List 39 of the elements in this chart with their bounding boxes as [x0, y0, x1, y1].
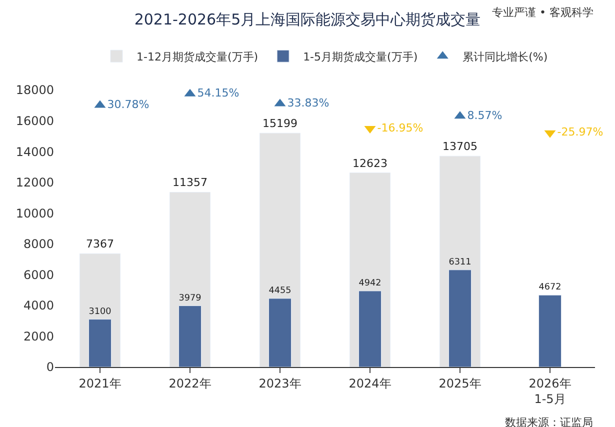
data-label: 54.15% [197, 86, 240, 100]
y-tick-label: 8000 [23, 237, 54, 252]
legend-label: 1-12月期货成交量(万手) [136, 50, 258, 64]
y-tick-label: 6000 [23, 268, 54, 282]
data-label: -25.97% [557, 126, 604, 139]
data-label: 11357 [172, 176, 208, 190]
bar [538, 294, 562, 367]
data-label: 3979 [178, 293, 202, 304]
y-tick-label: 14000 [16, 144, 54, 159]
y-tick-label: 10000 [16, 206, 54, 220]
y-tick-label: 2000 [23, 329, 54, 344]
x-tick-label: 2024年 [348, 376, 392, 390]
data-label: 12623 [352, 156, 388, 170]
data-label: 33.83% [287, 96, 330, 110]
data-label: 4942 [358, 278, 382, 289]
x-tick-label: 2021年 [78, 376, 122, 390]
chart-title: 2021-2026年5月上海国际能源交易中心期货成交量 [134, 10, 481, 28]
data-label: -16.95% [377, 121, 424, 134]
data-label: 4672 [538, 282, 562, 293]
y-tick-label: 4000 [23, 298, 54, 313]
data-label: 6311 [448, 257, 472, 268]
data-label: 15199 [262, 117, 298, 130]
data-label: 30.78% [107, 98, 150, 112]
legend-label: 累计同比增长(%) [462, 50, 548, 64]
y-tick-label: 0 [46, 360, 54, 374]
x-tick-label: 2025年 [438, 376, 482, 390]
x-tick-label: 2023年 [258, 376, 302, 390]
data-label: 8.57% [467, 108, 502, 122]
y-tick-label: 16000 [16, 114, 54, 128]
y-tick-label: 18000 [16, 83, 54, 98]
y-tick-label: 12000 [16, 176, 54, 190]
data-label: 3100 [88, 306, 112, 317]
data-label: 4455 [268, 286, 292, 296]
text: 专业严谨 • 客观科学 [492, 6, 594, 19]
x-tick-label: 2026年 1-5月 [528, 376, 572, 406]
legend-label: 1-5月期货成交量(万手) [303, 50, 418, 64]
data-label: 7367 [86, 238, 114, 251]
x-tick-label: 2022年 [168, 376, 212, 390]
data-label: 13705 [442, 140, 478, 154]
